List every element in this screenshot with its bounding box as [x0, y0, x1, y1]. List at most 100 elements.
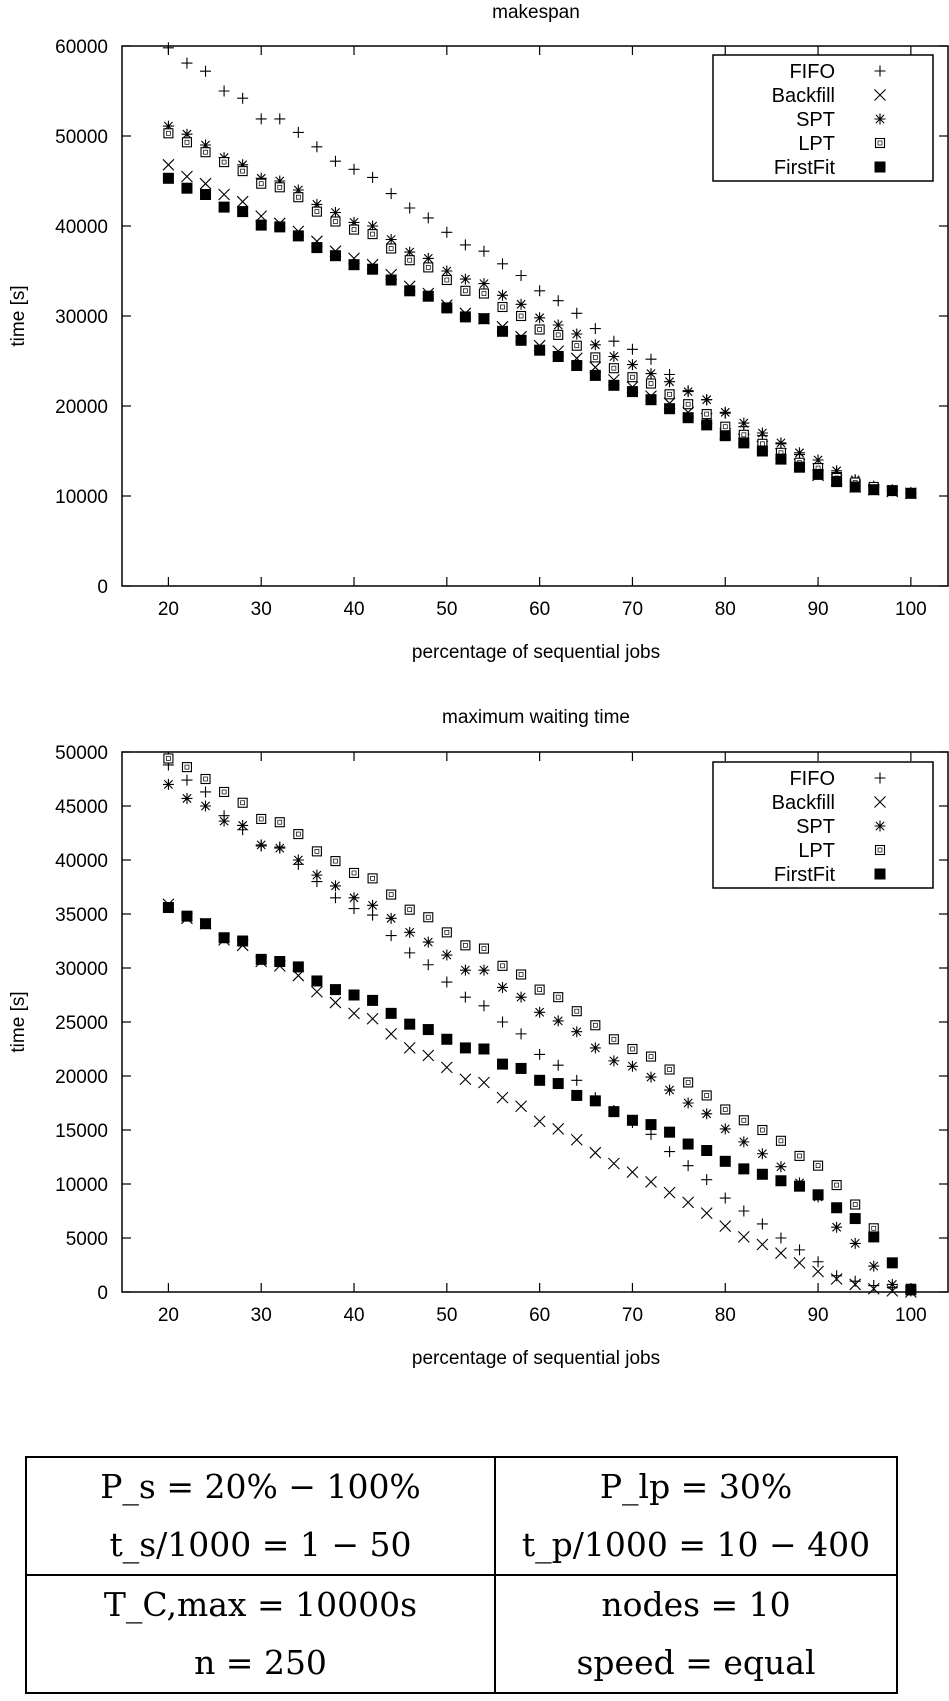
data-point	[516, 310, 527, 322]
data-point	[608, 1055, 620, 1067]
x-tick-label: 30	[251, 599, 272, 620]
data-point	[200, 800, 212, 812]
param-plp: P_lp = 30%	[599, 1467, 793, 1506]
data-point	[181, 910, 193, 922]
data-point	[794, 1150, 805, 1161]
data-point	[608, 363, 619, 374]
data-point	[849, 1213, 861, 1225]
data-point	[756, 1238, 769, 1251]
data-point	[329, 250, 341, 262]
data-point	[775, 1135, 786, 1146]
data-point	[459, 1073, 472, 1086]
axis-ticks: 20 30 40 50 60 70 80 90 100 0 10000 20000 30000 40000…	[55, 37, 948, 620]
data-point	[831, 1221, 843, 1233]
data-point	[626, 359, 638, 371]
data-point	[348, 216, 360, 228]
data-point	[664, 1064, 675, 1075]
data-point	[534, 285, 546, 297]
data-point	[236, 195, 249, 208]
y-tick-label: 40000	[55, 217, 108, 238]
data-point	[868, 1260, 880, 1272]
data-point	[886, 1257, 898, 1269]
data-point	[738, 1163, 750, 1175]
data-point	[589, 1146, 602, 1159]
data-point	[237, 159, 249, 171]
data-point	[422, 1049, 435, 1062]
data-point	[738, 1205, 750, 1217]
data-point	[367, 899, 379, 911]
legend-box	[712, 761, 934, 889]
data-point	[367, 873, 378, 884]
data-point	[830, 1273, 843, 1285]
data-point	[441, 302, 453, 314]
data-point	[553, 992, 564, 1003]
data-point	[664, 403, 676, 415]
data-point	[812, 1265, 824, 1278]
data-point	[533, 1115, 546, 1128]
data-point	[775, 1175, 787, 1187]
data-point	[478, 278, 490, 290]
data-point	[682, 1160, 694, 1172]
legend-marker	[874, 65, 886, 77]
param-ps: P_s = 20% − 100%	[100, 1467, 421, 1506]
data-point	[441, 274, 452, 286]
data-point	[608, 351, 620, 362]
data-point	[329, 880, 341, 892]
legend-marker	[874, 161, 886, 173]
data-point	[626, 1114, 638, 1126]
legend-label: FIFO	[789, 768, 835, 790]
data-point	[255, 113, 267, 125]
data-point	[348, 989, 360, 1001]
data-point	[385, 1007, 397, 1019]
data-point	[775, 1232, 787, 1244]
data-point	[627, 1043, 638, 1055]
y-tick-label: 40000	[55, 851, 108, 872]
y-tick-label: 20000	[55, 397, 108, 418]
data-point	[682, 1097, 694, 1109]
data-point	[200, 773, 211, 785]
data-point	[534, 344, 546, 356]
legend-marker	[874, 868, 886, 880]
data-point	[385, 188, 397, 200]
data-point	[868, 484, 880, 496]
data-point	[460, 285, 471, 296]
data-point	[330, 856, 341, 867]
data-point	[311, 846, 322, 857]
x-axis-label: percentage of sequential jobs	[412, 1348, 660, 1369]
y-tick-label: 10000	[55, 1175, 108, 1196]
data-point	[812, 468, 824, 480]
chart-title: maximum waiting time	[442, 707, 630, 728]
data-point	[756, 1148, 768, 1160]
y-axis-label: time [s]	[8, 285, 29, 346]
y-tick-label: 10000	[55, 487, 108, 508]
data-point	[274, 842, 286, 854]
data-point	[459, 991, 471, 1003]
x-tick-label: 90	[807, 1305, 828, 1326]
x-tick-label: 80	[715, 1305, 736, 1326]
data-point	[181, 774, 193, 786]
data-point	[831, 476, 843, 488]
data-point	[478, 943, 490, 954]
data-point	[571, 328, 583, 340]
data-point	[552, 1015, 564, 1027]
data-point	[329, 207, 341, 218]
data-point	[719, 1155, 731, 1167]
data-marks	[162, 42, 917, 500]
data-point	[645, 1128, 657, 1140]
data-point	[219, 786, 230, 798]
data-point	[237, 797, 248, 808]
data-point	[831, 1180, 842, 1191]
data-point	[645, 1119, 657, 1131]
legend-marker	[874, 820, 886, 832]
data-point	[775, 453, 787, 465]
data-point	[553, 329, 564, 340]
data-point	[497, 960, 508, 971]
x-tick-label: 30	[251, 1305, 272, 1326]
parameter-cell: nodes = 10 speed = equal	[494, 1574, 898, 1694]
data-point	[293, 829, 304, 840]
data-point	[385, 912, 397, 924]
data-point	[571, 1089, 583, 1101]
data-point	[682, 1196, 695, 1209]
data-point	[794, 1244, 806, 1256]
